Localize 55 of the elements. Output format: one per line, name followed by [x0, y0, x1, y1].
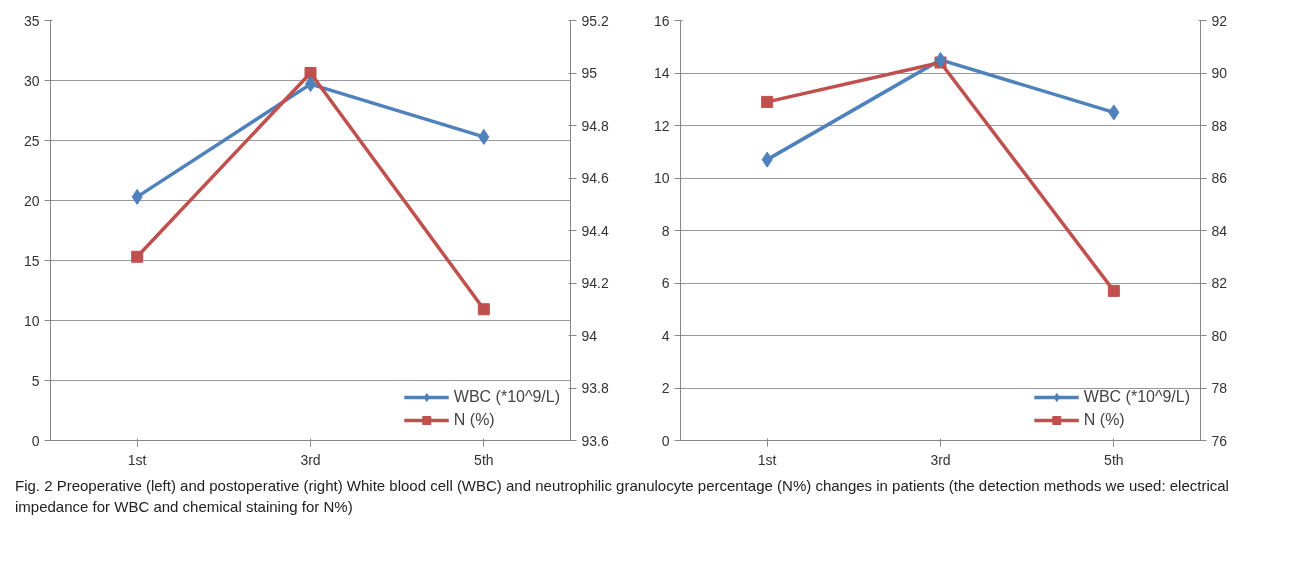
y2-tick-label: 92: [1211, 12, 1228, 29]
y-tick-label: 20: [23, 192, 40, 209]
point: [761, 151, 773, 168]
legend-label: WBC (*10^9/L): [453, 388, 560, 406]
legend-label: WBC (*10^9/L): [1083, 388, 1190, 406]
y-tick-label: 14: [653, 65, 670, 81]
y-tick-label: 5: [31, 372, 40, 389]
y2-tick-label: 95.2: [581, 12, 609, 29]
legend-label: N (%): [453, 411, 495, 429]
point: [1107, 284, 1120, 297]
y2-tick-label: 94.6: [581, 170, 609, 186]
point: [477, 303, 490, 316]
y-tick-label: 16: [653, 12, 670, 29]
y2-tick-label: 80: [1211, 327, 1228, 344]
x-tick-label: 3rd: [930, 451, 951, 468]
y2-tick-label: 95: [581, 65, 598, 81]
y-tick-label: 10: [23, 312, 40, 329]
y2-tick-label: 84: [1211, 222, 1228, 239]
y-tick-label: 4: [661, 327, 670, 344]
y-tick-label: 15: [23, 252, 40, 269]
y2-tick-label: 76: [1211, 432, 1228, 449]
y2-tick-label: 82: [1211, 275, 1228, 291]
point: [131, 188, 143, 205]
y2-tick-label: 94.4: [581, 222, 609, 239]
y-tick-label: 6: [661, 275, 670, 291]
y-tick-label: 12: [653, 117, 670, 134]
y-tick-label: 8: [661, 222, 670, 239]
y2-tick-label: 94.2: [581, 275, 609, 291]
y-tick-label: 30: [23, 72, 40, 89]
point: [478, 128, 490, 145]
y-tick-label: 0: [661, 432, 670, 449]
y2-tick-label: 93.8: [581, 380, 609, 396]
point: [761, 95, 774, 108]
x-tick-label: 1st: [757, 451, 777, 468]
x-tick-label: 1st: [127, 451, 147, 468]
x-tick-label: 5th: [1104, 451, 1124, 468]
y2-tick-label: 93.6: [581, 432, 609, 449]
y-tick-label: 0: [31, 432, 40, 449]
y-tick-label: 2: [661, 380, 670, 396]
caption: Fig. 2 Preoperative (left) and postoperative (right) White blood cell (WBC) and neutrophilic granulocyte percentage (N%) changes in patients (the detection methods we used: electrical impedance for WBC and chemical staining for N%): [15, 476, 1230, 518]
y-tick-label: 10: [653, 170, 670, 186]
y-tick-label: 35: [23, 12, 40, 29]
legend-label: N (%): [1083, 411, 1125, 429]
x-tick-label: 5th: [474, 451, 494, 468]
point: [304, 67, 317, 79]
y2-tick-label: 90: [1211, 65, 1228, 81]
y2-tick-label: 88: [1211, 117, 1228, 134]
point: [131, 250, 144, 263]
y2-tick-label: 78: [1211, 380, 1228, 396]
point: [1108, 104, 1120, 121]
x-tick-label: 3rd: [300, 451, 321, 468]
y2-tick-label: 94: [581, 327, 598, 344]
y-tick-label: 25: [23, 132, 40, 149]
y2-tick-label: 94.8: [581, 117, 609, 134]
y2-tick-label: 86: [1211, 170, 1228, 186]
